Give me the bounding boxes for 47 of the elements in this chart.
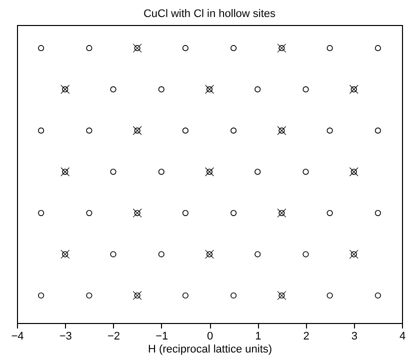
x-tick-label: −4 bbox=[11, 330, 24, 342]
point bbox=[326, 45, 333, 52]
point bbox=[38, 292, 44, 299]
point bbox=[110, 251, 116, 258]
point bbox=[302, 251, 309, 258]
point bbox=[38, 210, 44, 216]
point bbox=[158, 168, 164, 175]
point bbox=[38, 45, 44, 52]
point bbox=[230, 45, 237, 52]
x-tick-label: −3 bbox=[59, 330, 72, 342]
x-tick-label: 3 bbox=[351, 330, 358, 342]
x-tick-label: 0 bbox=[206, 330, 214, 342]
point bbox=[230, 128, 237, 134]
point bbox=[86, 292, 92, 299]
chart-title: CuCl with Cl in hollow sites bbox=[143, 8, 276, 20]
point bbox=[254, 168, 261, 175]
point bbox=[158, 251, 164, 258]
point bbox=[302, 168, 309, 175]
point bbox=[158, 86, 164, 92]
point bbox=[326, 292, 333, 299]
point bbox=[326, 210, 333, 216]
point bbox=[182, 128, 188, 134]
point bbox=[230, 210, 237, 216]
point bbox=[182, 210, 188, 216]
x-tick-label: 2 bbox=[303, 330, 310, 342]
point bbox=[182, 292, 188, 299]
point bbox=[86, 128, 92, 134]
x-tick-label: 1 bbox=[255, 330, 262, 342]
point bbox=[86, 210, 92, 216]
point bbox=[326, 128, 333, 134]
point bbox=[374, 292, 381, 299]
point bbox=[230, 292, 237, 299]
x-tick-label: −1 bbox=[156, 330, 168, 342]
point bbox=[374, 128, 381, 134]
point bbox=[86, 45, 92, 52]
x-tick-label: −2 bbox=[107, 330, 120, 342]
point bbox=[110, 168, 116, 175]
point bbox=[38, 128, 44, 134]
point bbox=[110, 86, 116, 92]
x-axis-title: H (reciprocal lattice units) bbox=[148, 344, 272, 356]
point bbox=[182, 45, 188, 52]
point bbox=[302, 86, 309, 92]
point bbox=[254, 86, 261, 92]
point bbox=[374, 45, 381, 52]
x-tick-label: 4 bbox=[399, 330, 406, 342]
point bbox=[254, 251, 261, 258]
point bbox=[374, 210, 381, 216]
